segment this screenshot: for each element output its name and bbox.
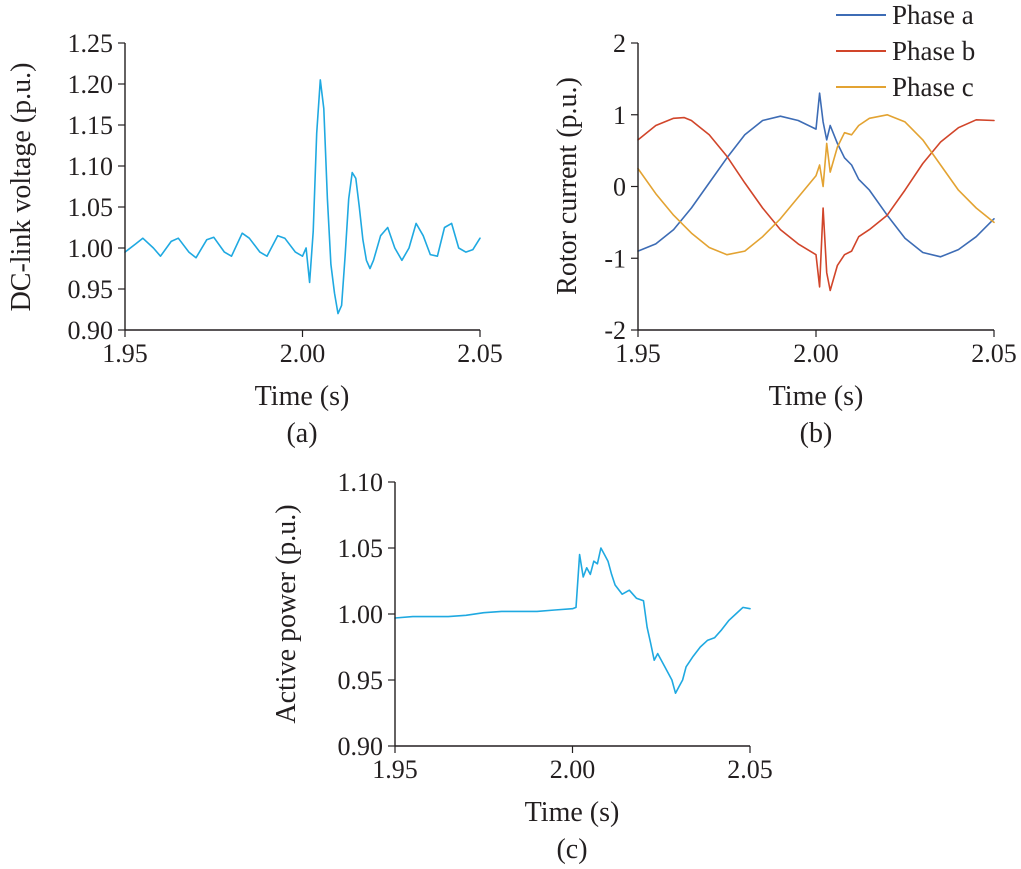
panel-b-y-tick-label: 0 (613, 173, 626, 202)
panel-a-x-axis-label: Time (s) (255, 381, 350, 412)
panel-c-y-tick-label: 1.05 (338, 534, 384, 563)
panel-b-y-ticks: -2 -1 0 1 2 (604, 29, 638, 345)
panel-c-y-tick-label: 0.90 (338, 732, 384, 761)
panel-b-legend: Phase a Phase b Phase c (836, 0, 975, 102)
panel-a-series-line (124, 79, 481, 315)
panel-c-x-tick-label: 2.00 (550, 755, 596, 784)
panel-b-x-tick-label: 2.05 (971, 339, 1017, 368)
panel-a-y-ticks: 0.90 0.95 1.00 1.05 1.10 1.15 1.20 1.25 (68, 29, 125, 345)
panel-c-x-tick-label: 1.95 (372, 755, 418, 784)
panel-a-y-tick-label: 1.00 (68, 234, 114, 263)
panel-c-y-axis-label: Active power (p.u.) (271, 504, 302, 723)
panel-c-y-ticks: 0.90 0.95 1.00 1.05 1.10 (338, 468, 395, 761)
panel-b-y-tick-label: 2 (613, 29, 626, 58)
panel-b-caption: (b) (800, 418, 833, 449)
panel-a-x-tick-label: 2.00 (280, 339, 326, 368)
panel-b-x-tick-label: 1.95 (615, 339, 661, 368)
panel-a-y-tick-label: 0.95 (68, 275, 114, 304)
panel-b-y-axis-label: Rotor current (p.u.) (552, 77, 583, 295)
legend-label-phase-c: Phase c (892, 72, 974, 102)
panel-a-y-axis-label: DC-link voltage (p.u.) (6, 63, 37, 312)
panel-b-series-group (637, 92, 995, 292)
panel-b-y-tick-label: -1 (604, 244, 626, 273)
panel-a-y-tick-label: 1.10 (68, 152, 114, 181)
legend-label-phase-b: Phase b (892, 36, 975, 66)
panel-b-x-tick-label: 2.00 (793, 339, 839, 368)
panel-c-y-tick-label: 0.95 (338, 666, 384, 695)
panel-b-series-phase-a (637, 92, 995, 258)
panel-c-x-axis-label: Time (s) (525, 797, 620, 828)
panel-b-x-axis-label: Time (s) (769, 381, 864, 412)
panel-a-caption: (a) (286, 418, 317, 449)
legend-label-phase-a: Phase a (892, 0, 974, 30)
panel-c-y-tick-label: 1.10 (338, 468, 384, 497)
panel-c-caption: (c) (556, 834, 587, 865)
panel-a-y-tick-label: 1.15 (68, 111, 114, 140)
panel-c-x-ticks: 1.95 2.00 2.05 (372, 746, 773, 784)
panel-b-series-phase-b (637, 116, 995, 292)
panel-a-axes (124, 43, 480, 331)
panel-c-series-group (394, 547, 751, 694)
panel-c-axes (394, 482, 750, 747)
panel-a-y-tick-label: 0.90 (68, 316, 114, 345)
panel-c-y-tick-label: 1.00 (338, 600, 384, 629)
panel-b-x-ticks: 1.95 2.00 2.05 (615, 330, 1017, 368)
panel-a-series-group (124, 79, 481, 315)
panel-b-y-tick-label: 1 (613, 101, 626, 130)
panel-a-y-tick-label: 1.20 (68, 70, 114, 99)
panel-a-x-tick-label: 2.05 (457, 339, 503, 368)
panel-b-y-tick-label: -2 (604, 316, 626, 345)
panel-c-active-power-chart: 1.95 2.00 2.05 0.90 0.95 1.00 1.05 1.10 Time (… (271, 468, 773, 865)
panel-b-series-phase-c (637, 114, 995, 256)
panel-b-rotor-current-chart: 1.95 2.00 2.05 -2 -1 0 1 2 Phase a Phase b Pha… (552, 0, 1017, 449)
panel-a-x-ticks: 1.95 2.00 2.05 (102, 330, 503, 368)
panel-c-series-line (394, 547, 751, 694)
panel-a-y-tick-label: 1.25 (68, 29, 114, 58)
panel-c-x-tick-label: 2.05 (727, 755, 773, 784)
panel-a-y-tick-label: 1.05 (68, 193, 114, 222)
panel-a-dc-link-voltage-chart: 1.95 2.00 2.05 0.90 0.95 1.00 1.05 1.10 1.15 1.2… (6, 29, 503, 449)
panel-a-x-tick-label: 1.95 (102, 339, 148, 368)
